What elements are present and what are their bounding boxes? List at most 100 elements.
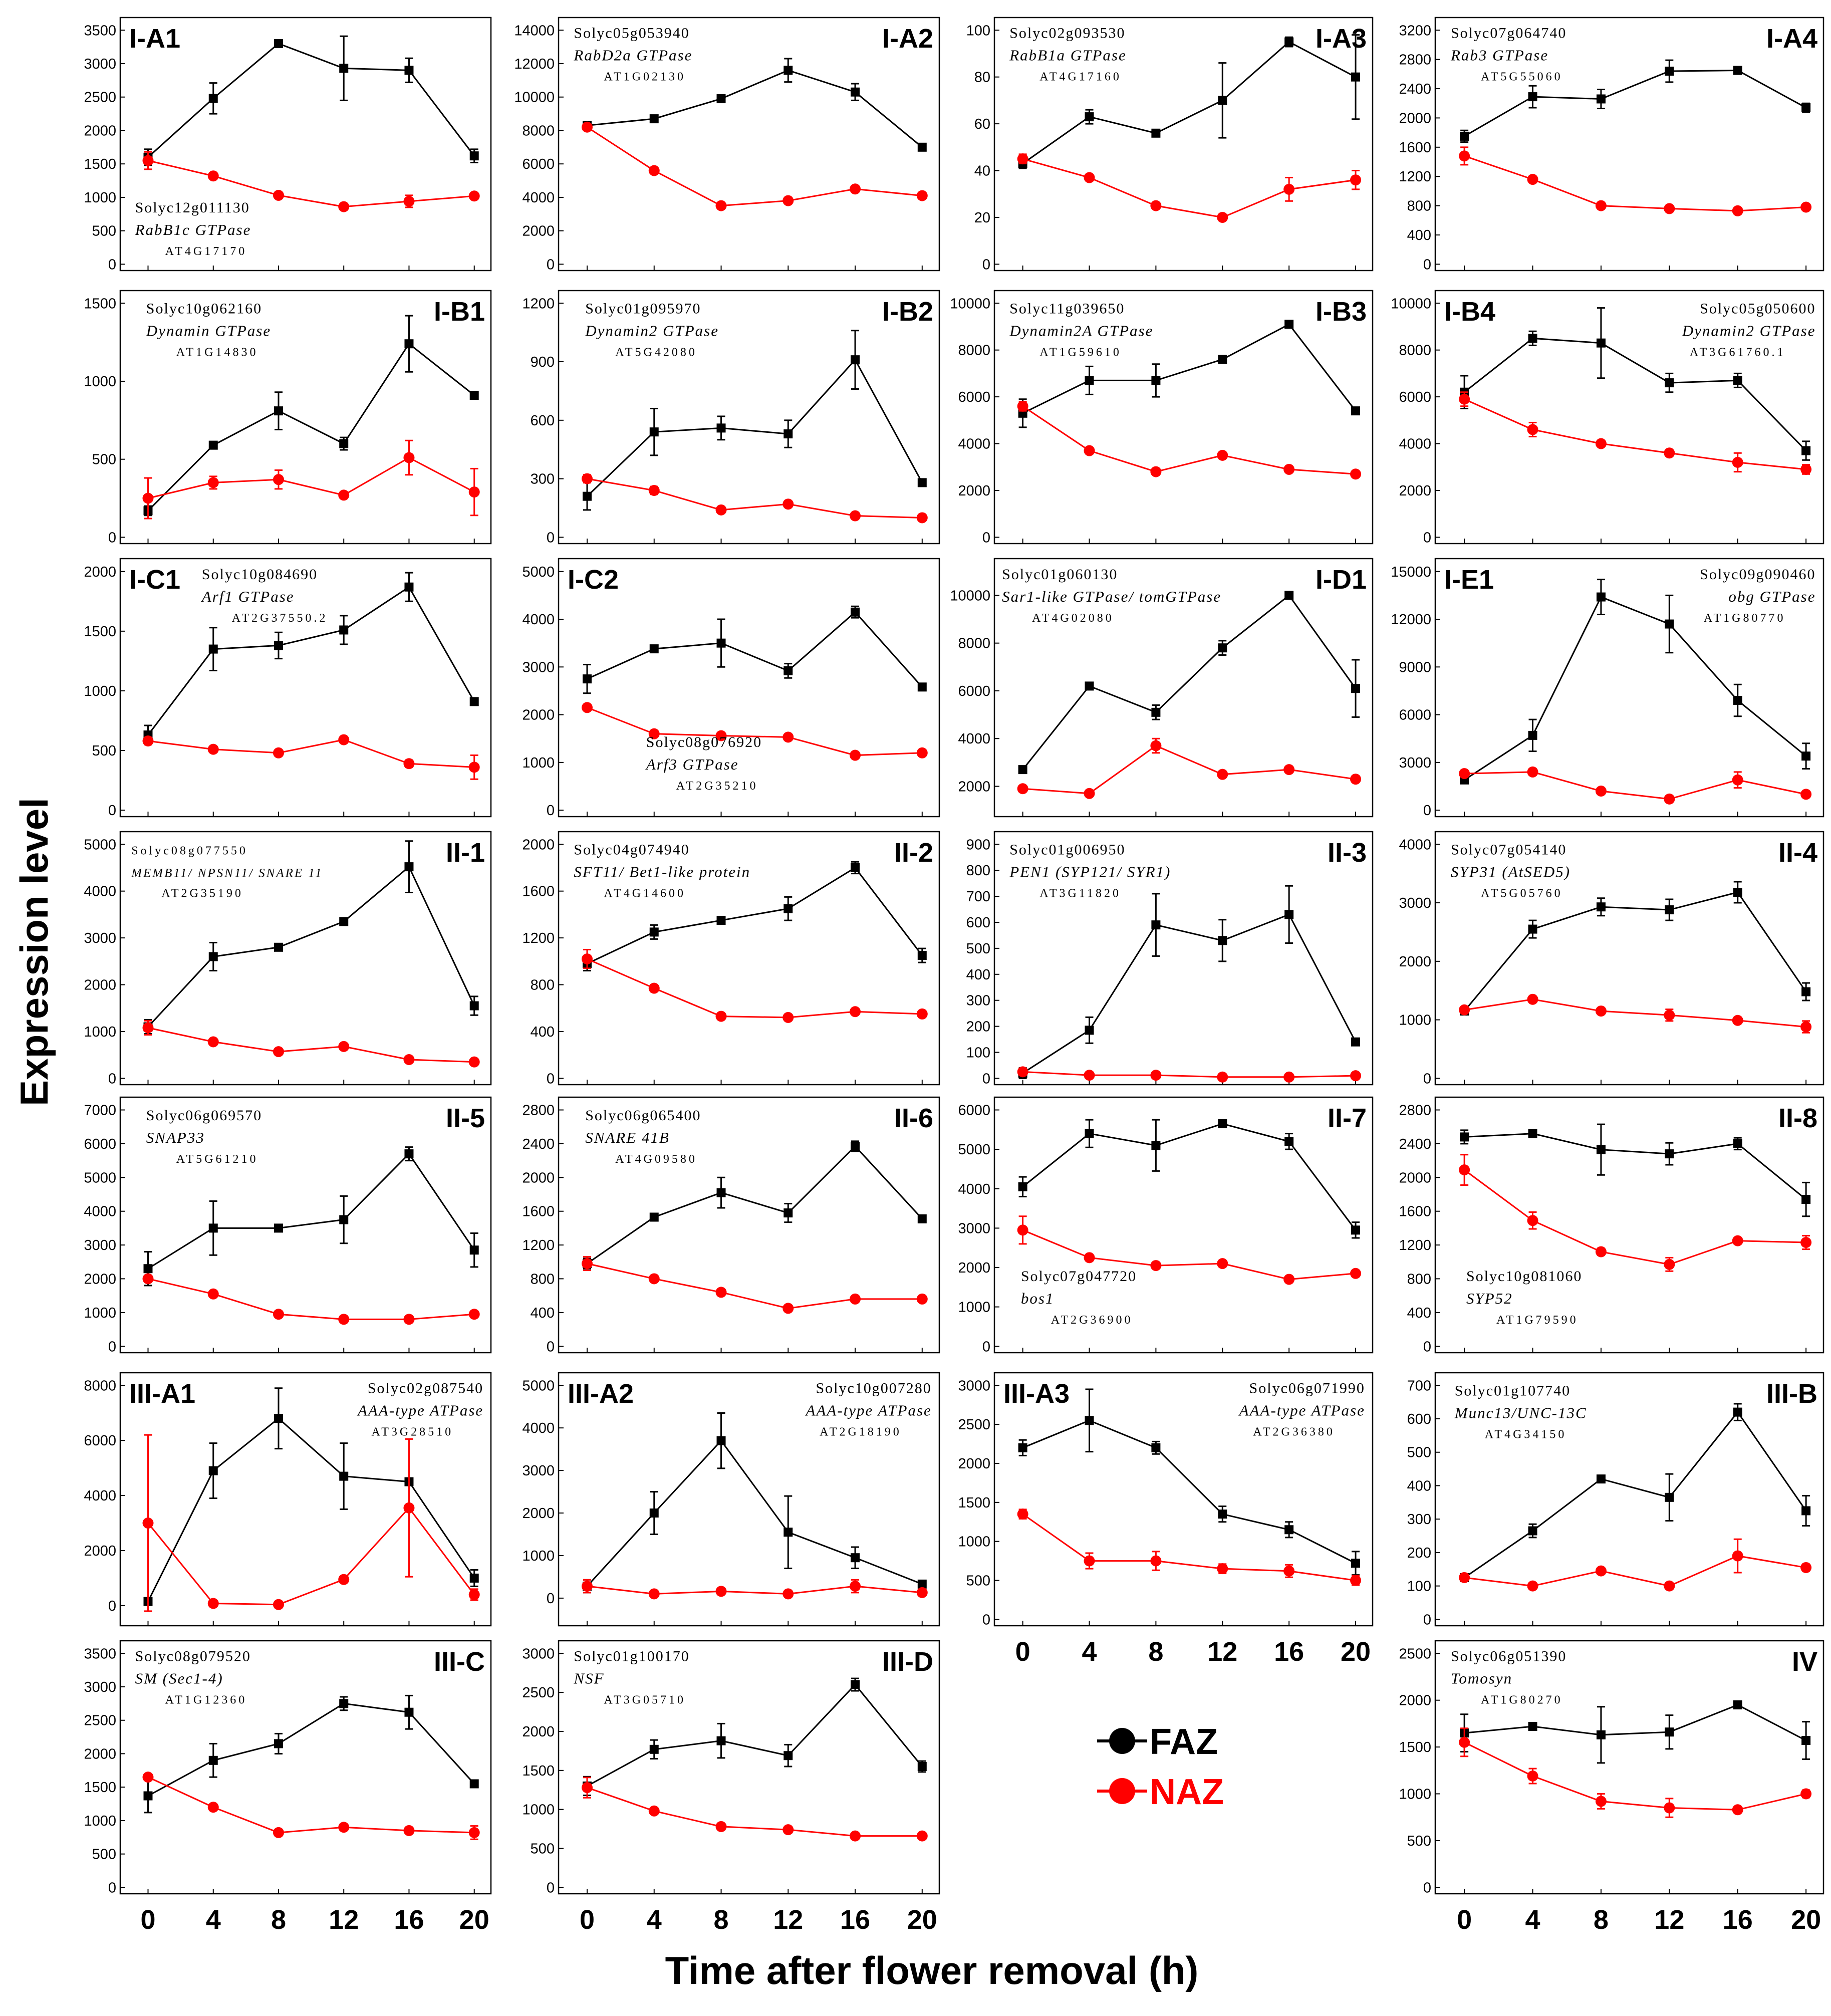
data-point <box>339 64 349 73</box>
data-point <box>274 1414 283 1423</box>
y-tick-label: 0 <box>547 1339 555 1355</box>
panel-I-A4: 0 400 800 1200 1600 2000 2400 2800 3200 I-A4 Solyc… <box>1399 17 1824 273</box>
gene-name: RabD2a GTPase <box>573 46 692 64</box>
legend-swatch-marker <box>1109 1778 1135 1804</box>
y-tick-label: 0 <box>547 803 555 819</box>
gene-id: Solyc08g076920 <box>646 734 762 750</box>
data-point <box>649 1508 659 1518</box>
y-tick-label: 7000 <box>84 1103 116 1119</box>
series-line <box>148 1027 474 1063</box>
data-point <box>208 440 218 450</box>
y-tick-label: 2400 <box>522 1136 555 1152</box>
data-point <box>716 1736 726 1745</box>
y-tick-label: 2000 <box>84 1543 116 1559</box>
data-point <box>1801 1736 1811 1745</box>
y-tick-label: 2000 <box>522 223 555 239</box>
y-tick-label: 0 <box>982 257 990 273</box>
data-point <box>716 916 726 925</box>
y-tick-label: 2000 <box>1399 110 1431 126</box>
y-tick-label: 2000 <box>84 1746 116 1762</box>
series-line <box>147 1152 475 1270</box>
data-point <box>582 1258 593 1270</box>
panel-III-D: 0 500 1000 1500 2000 2500 3000 0 4 8 12 16 20 III-D So… <box>522 1640 940 1935</box>
gene-name: SFT11/ Bet1-like protein <box>574 863 750 880</box>
y-tick-label: 2000 <box>84 123 116 139</box>
y-tick-label: 6000 <box>84 1433 116 1449</box>
panel-IV: 0 500 1000 1500 2000 2500 0 4 8 12 16 20 IV Solyc06g0… <box>1399 1640 1824 1935</box>
data-point <box>207 477 219 488</box>
data-point <box>917 682 927 692</box>
data-point <box>1284 910 1294 919</box>
y-tick-label: 0 <box>547 1880 555 1896</box>
y-tick-label: 500 <box>92 452 116 468</box>
y-tick-label: 1500 <box>84 624 116 640</box>
series-line <box>148 456 475 499</box>
y-tick-label: 4000 <box>958 1181 990 1197</box>
data-point <box>1459 1572 1470 1583</box>
data-point <box>469 1573 479 1583</box>
data-point <box>1527 174 1538 185</box>
data-point <box>208 1223 218 1233</box>
series-naz <box>142 1273 480 1325</box>
data-point <box>783 1208 793 1218</box>
panel-II-3: 0 100 200 300 400 500 600 700 800 900 II-3 Solyc01g… <box>966 831 1374 1087</box>
x-tick-label: 4 <box>206 1905 221 1935</box>
panel-I-C1: 0 500 1000 1500 2000 I-C1 Solyc10g084690 Arf1 G… <box>84 558 492 819</box>
data-point <box>1801 987 1811 996</box>
series-naz <box>1017 1066 1362 1083</box>
data-point <box>715 1287 727 1298</box>
data-point <box>851 1553 860 1563</box>
panel-frame <box>558 290 940 545</box>
data-point <box>1217 1071 1228 1083</box>
data-point <box>1733 1700 1742 1710</box>
data-point <box>338 201 350 212</box>
data-point <box>1664 203 1675 214</box>
series-line <box>1022 323 1357 414</box>
panel-label: II-4 <box>1778 838 1817 868</box>
panel-label: I-B2 <box>882 297 933 327</box>
series-faz <box>1460 1123 1811 1217</box>
y-tick-label: 0 <box>547 530 555 546</box>
data-point <box>783 1751 793 1760</box>
gene-at: AT1G59610 <box>1039 346 1122 359</box>
y-tick-label: 10000 <box>1391 296 1431 312</box>
data-point <box>917 1762 927 1772</box>
y-tick-label: 1500 <box>522 1763 555 1779</box>
data-point <box>403 1502 415 1514</box>
data-point <box>917 951 927 960</box>
gene-name: SYP52 <box>1466 1290 1513 1307</box>
series-faz <box>1460 1403 1811 1582</box>
data-point <box>142 1022 154 1034</box>
panel-frame <box>1434 831 1824 1086</box>
gene-id: Solyc04g074940 <box>574 841 689 858</box>
data-point <box>582 1581 593 1592</box>
y-tick-label: 1000 <box>84 1305 116 1321</box>
gene-name: Dynamin2A GTPase <box>1009 322 1153 339</box>
gene-id: Solyc01g006950 <box>1009 841 1125 858</box>
y-tick-label: 2500 <box>84 90 116 106</box>
panel-II-6: 0 400 800 1200 1600 2000 2400 2800 II-6 Solyc06g0… <box>522 1096 940 1355</box>
data-point <box>715 1821 727 1832</box>
gene-at: AT3G61760.1 <box>1690 346 1786 359</box>
y-tick-label: 5000 <box>84 1170 116 1186</box>
series-naz <box>142 439 480 520</box>
data-point <box>1283 1565 1295 1577</box>
gene-id: Solyc06g065400 <box>585 1107 701 1124</box>
series-line <box>148 1278 474 1320</box>
series-naz <box>142 734 480 780</box>
data-point <box>1018 1443 1027 1452</box>
gene-at: AT4G14600 <box>604 887 686 900</box>
gene-id: Solyc06g071990 <box>1249 1380 1365 1396</box>
data-point <box>1150 740 1162 751</box>
y-tick-label: 0 <box>547 257 555 273</box>
y-tick-label: 100 <box>966 23 990 39</box>
y-tick-label: 300 <box>531 471 555 487</box>
gene-at: AT4G17160 <box>1039 70 1122 83</box>
panel-frame <box>558 1372 940 1627</box>
gene-at: AT1G80770 <box>1704 612 1786 625</box>
panel-frame <box>119 1372 492 1627</box>
y-tick-label: 1000 <box>84 683 116 699</box>
x-tick-label: 4 <box>647 1905 662 1935</box>
gene-at: AT5G42080 <box>615 346 697 359</box>
series-line <box>1463 891 1807 1012</box>
